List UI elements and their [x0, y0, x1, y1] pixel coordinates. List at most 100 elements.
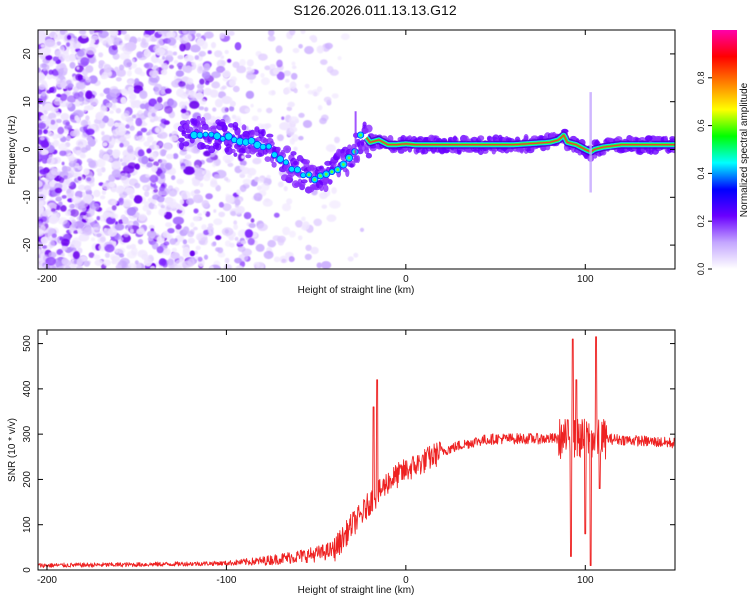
x-tick-label: -100	[216, 274, 236, 285]
ridge-halo	[452, 135, 458, 142]
y-tick-label: 0	[22, 146, 33, 152]
ridge-halo	[234, 130, 241, 136]
ridge-halo	[364, 147, 370, 155]
ridge-point	[247, 137, 256, 145]
colorbar-tick-label: 0.0	[696, 263, 706, 276]
ridge-halo	[250, 130, 255, 138]
ridge-halo	[264, 156, 271, 163]
ridge-point	[224, 132, 233, 141]
x-tick-label: 100	[577, 274, 594, 285]
ridge-halo	[356, 155, 361, 164]
ridge-halo	[228, 123, 235, 128]
ridge-halo	[365, 124, 373, 133]
ridge-halo	[293, 160, 299, 166]
ridge-point-core	[330, 170, 334, 174]
ridge-point	[259, 143, 267, 151]
y-tick-label: 500	[22, 335, 33, 352]
colorbar-ticks: 0.0 0.2 0.4 0.6 0.8	[696, 72, 712, 276]
ridge-point	[300, 172, 307, 179]
ridge-point	[202, 131, 209, 138]
ridge-halo	[245, 154, 252, 159]
ridge-point-core	[336, 168, 340, 172]
ridge-point-core	[319, 174, 322, 178]
ridge-point	[265, 143, 272, 150]
ridge-halo	[185, 119, 191, 125]
ridge-halo	[225, 147, 233, 155]
y-tick-label: 400	[22, 380, 33, 397]
figure-title: S126.2026.011.13.13.G12	[293, 2, 457, 18]
x-tick-label: 0	[403, 274, 409, 285]
ridge-point	[213, 132, 222, 141]
ridge-point-core	[307, 173, 311, 177]
ridge-point	[219, 135, 226, 142]
ridge-halo	[345, 169, 350, 177]
ridge-point	[196, 131, 204, 139]
snr-x-ticks: -200 -100 0 100	[37, 330, 594, 586]
ridge-halo	[221, 124, 228, 132]
ridge-halo	[225, 143, 232, 148]
ridge-point-core	[359, 133, 362, 137]
ridge-halo	[200, 116, 206, 125]
spectrogram-y-axis-label: Frequency (Hz)	[7, 116, 18, 185]
ridge-halo	[181, 130, 186, 137]
ridge-halo	[290, 151, 297, 156]
ridge-halo	[349, 163, 354, 168]
y-tick-label: -10	[22, 190, 33, 205]
ridge-point-core	[342, 163, 345, 166]
colorbar-tick-label: 0.6	[696, 119, 706, 132]
ridge-halo	[215, 143, 222, 151]
ridge-halo	[417, 136, 424, 141]
ridge-halo	[261, 128, 266, 137]
colorbar-tick-label: 0.8	[696, 72, 706, 85]
ridge-point-core	[313, 178, 317, 182]
ridge-halo	[196, 115, 202, 123]
ridge-halo	[266, 133, 274, 138]
ridge-point	[271, 151, 278, 159]
ridge-point	[293, 166, 301, 174]
ridge-halo	[230, 148, 236, 154]
snr-series-line	[38, 336, 675, 569]
ridge-point	[208, 131, 215, 138]
ridge-halo	[362, 121, 367, 128]
ridge-halo	[327, 179, 333, 185]
x-tick-label: 0	[403, 575, 409, 586]
y-tick-label: 20	[22, 48, 33, 60]
ridge-halo	[322, 176, 329, 184]
y-tick-label: 0	[22, 567, 33, 573]
spectrogram-y-ticks: -20 -10 0 10 20	[22, 48, 675, 252]
y-tick-label: 300	[22, 425, 33, 442]
ridge-point	[288, 165, 296, 173]
y-tick-label: 200	[22, 471, 33, 488]
ridge-halo	[183, 124, 189, 130]
ridge-halo	[276, 146, 281, 152]
colorbar-tick-label: 0.2	[696, 215, 706, 228]
ridge-halo	[365, 152, 372, 159]
colorbar-tick-label: 0.4	[696, 167, 706, 180]
ridge-band-core	[365, 134, 675, 153]
x-tick-label: 100	[577, 575, 594, 586]
x-tick-label: -200	[37, 274, 57, 285]
y-tick-label: 10	[22, 96, 33, 108]
x-tick-label: -100	[216, 575, 236, 586]
spectrogram-x-axis-label: Height of straight line (km)	[298, 285, 415, 296]
x-tick-label: -200	[37, 575, 57, 586]
snr-x-axis-label: Height of straight line (km)	[298, 585, 415, 596]
ridge-halo	[182, 141, 190, 147]
ridge-halo	[254, 126, 260, 132]
snr-frame	[37, 329, 676, 571]
ridge-halo	[360, 139, 365, 146]
ridge-halo	[241, 124, 247, 131]
ridge-halo	[271, 161, 277, 168]
ridge-halo	[323, 184, 329, 193]
colorbar-label: Normalized spectral amplitude	[739, 82, 750, 217]
y-tick-label: 100	[22, 516, 33, 533]
ridge-halo	[477, 135, 485, 141]
ridge-halo	[178, 137, 185, 143]
snr-panel: -200 -100 0 100 0 100 200 300 400 500 Height of …	[7, 329, 676, 596]
ridge-halo	[283, 145, 292, 154]
ridge-point-core	[324, 172, 328, 176]
colorbar-gradient	[712, 30, 737, 269]
